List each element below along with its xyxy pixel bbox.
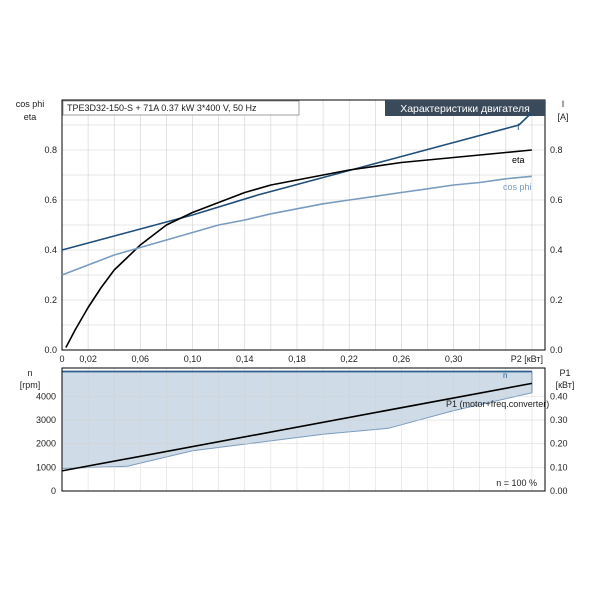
y-tick-label-left: 0.4 xyxy=(44,245,57,255)
x-tick-label: 0,22 xyxy=(340,354,358,364)
y-tick-label-right: 0.2 xyxy=(550,295,563,305)
y-tick-label-right: 0.8 xyxy=(550,145,563,155)
x-tick-label: 0,10 xyxy=(184,354,202,364)
y-tick-label-right: 0.0 xyxy=(550,345,563,355)
top-chart-grid xyxy=(62,100,545,350)
x-tick-label: 0,30 xyxy=(445,354,463,364)
series-line-cos-phi xyxy=(61,175,532,276)
series-label-p1: P1 (motor+freq.converter) xyxy=(446,399,549,409)
bottom-y-tick-label-right: 0.00 xyxy=(550,486,568,496)
x-tick-label: 0,14 xyxy=(236,354,254,364)
top-chart-frame xyxy=(61,99,546,351)
y-axis-right-label-2: [A] xyxy=(557,112,568,122)
x-tick-label: 0,26 xyxy=(393,354,411,364)
series-label-eta: eta xyxy=(512,155,525,165)
series-label-cos-phi: cos phi xyxy=(503,182,532,192)
x-tick-label: 0,18 xyxy=(288,354,306,364)
series-line-i xyxy=(61,111,533,251)
x-axis-label-background xyxy=(497,352,545,364)
bottom-y-tick-label-left: 0 xyxy=(51,486,56,496)
bottom-y-tick-label-right: 0.40 xyxy=(550,391,568,401)
title-box xyxy=(62,100,300,116)
chart-title: TPE3D32-150-S + 71A 0.37 kW 3*400 V, 50 … xyxy=(67,103,257,113)
y-tick-label-left: 0.0 xyxy=(44,345,57,355)
bottom-chart-frame xyxy=(61,367,546,492)
bottom-y-tick-label-left: 1000 xyxy=(36,462,56,472)
y-axis-left-label-1: cos phi xyxy=(16,99,45,109)
badge-background xyxy=(385,100,545,116)
bottom-y-tick-label-left: 2000 xyxy=(36,439,56,449)
y-axis-right-label-1: I xyxy=(562,99,565,109)
bottom-y-left-label-1: n xyxy=(27,368,32,378)
y-tick-label-left: 0.8 xyxy=(44,145,57,155)
bottom-y-tick-label-right: 0.20 xyxy=(550,439,568,449)
bottom-y-right-label-1: P1 xyxy=(559,368,570,378)
x-tick-label: 0,06 xyxy=(132,354,150,364)
top-y-ticks: 0.0 0.0 0.2 0.2 0.4 0.4 0.6 0.6 0.8 0.8 xyxy=(44,145,562,355)
bottom-y-tick-label-left: 3000 xyxy=(36,415,56,425)
bottom-y-tick-label-right: 0.10 xyxy=(550,462,568,472)
y-tick-label-right: 0.6 xyxy=(550,195,563,205)
series-line-eta xyxy=(65,149,532,348)
bottom-y-ticks: 0 1000 2000 3000 4000 0.00 0.10 0.20 0.30 0.40 xyxy=(36,391,568,496)
y-tick-label-right: 0.4 xyxy=(550,245,563,255)
series-label-i: I xyxy=(517,122,520,132)
bottom-y-tick-label-left: 4000 xyxy=(36,391,56,401)
y-tick-label-left: 0.2 xyxy=(44,295,57,305)
series-label-n: n xyxy=(503,371,507,380)
x-axis-label: P2 [кВт] xyxy=(511,354,543,364)
bottom-y-tick-label-right: 0.30 xyxy=(550,415,568,425)
x-tick-label: 0,02 xyxy=(79,354,97,364)
top-series-lines xyxy=(61,111,533,348)
y-tick-label-left: 0.6 xyxy=(44,195,57,205)
chart-badge: Характеристики двигателя xyxy=(400,103,530,115)
speed-range-lower-edge xyxy=(61,392,533,469)
speed-note: n = 100 % xyxy=(496,478,537,488)
y-axis-left-label-2: eta xyxy=(24,112,37,122)
series-line-p1 xyxy=(61,382,533,472)
x-tick-label: 0 xyxy=(59,354,64,364)
bottom-series-lines xyxy=(61,370,533,472)
bottom-chart-grid xyxy=(62,368,545,491)
top-x-ticks: 00,020,060,100,140,180,220,260,300,34 xyxy=(59,354,514,364)
bottom-y-right-label-2: [кВт] xyxy=(556,380,575,390)
bottom-y-left-label-2: [rpm] xyxy=(20,380,41,390)
